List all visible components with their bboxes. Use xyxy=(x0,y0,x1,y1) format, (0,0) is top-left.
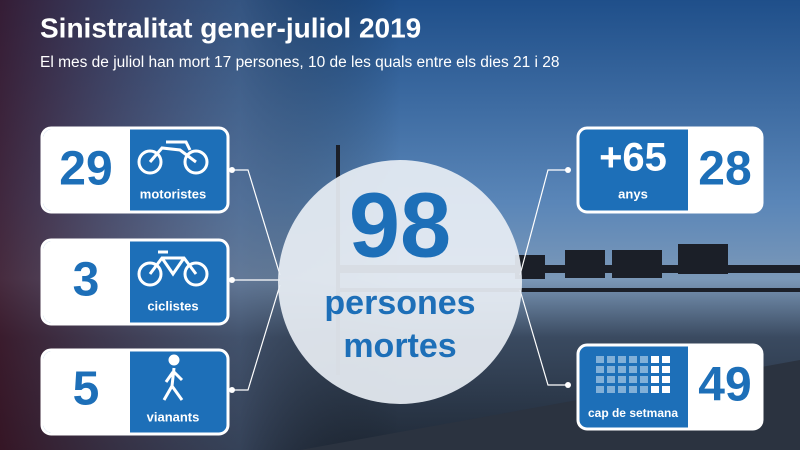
calendar-cell xyxy=(651,356,659,363)
calendar-cell xyxy=(618,386,626,393)
calendar-cell xyxy=(607,356,615,363)
calendar-cell xyxy=(651,386,659,393)
card: cap de setmana 49 xyxy=(576,343,764,431)
calendar-cell xyxy=(607,366,615,373)
card-value: 5 xyxy=(73,363,100,416)
card-label: motoristes xyxy=(140,186,206,201)
motorbike-icon xyxy=(137,140,209,175)
calendar-cell xyxy=(651,376,659,383)
card: 5 vianants xyxy=(40,348,230,436)
pedestrian-icon xyxy=(162,354,184,401)
card-heading: +65 xyxy=(599,136,667,180)
total-label: mortes xyxy=(343,327,456,365)
calendar-cell xyxy=(640,386,648,393)
card-label: vianants xyxy=(147,409,200,424)
calendar-cell xyxy=(618,366,626,373)
card-value: 29 xyxy=(59,143,112,196)
calendar-cell xyxy=(640,376,648,383)
connectors xyxy=(229,167,571,393)
calendar-cell xyxy=(596,376,604,383)
title: Sinistralitat gener-juliol 2019 xyxy=(40,12,421,43)
total-circle xyxy=(278,160,522,404)
calendar-cell xyxy=(629,386,637,393)
card: 29 motoristes xyxy=(40,126,230,214)
subtitle: El mes de juliol han mort 17 persones, 1… xyxy=(40,54,560,71)
calendar-cell xyxy=(596,386,604,393)
calendar-icon xyxy=(596,356,670,393)
card-value: 3 xyxy=(73,254,100,307)
total-value: 98 xyxy=(349,174,451,276)
calendar-cell xyxy=(629,376,637,383)
calendar-cell xyxy=(651,366,659,373)
card-label: cap de setmana xyxy=(588,406,678,420)
calendar-cell xyxy=(662,356,670,363)
calendar-cell xyxy=(662,376,670,383)
bicycle-icon xyxy=(137,250,209,287)
card-label: anys xyxy=(618,186,648,201)
calendar-cell xyxy=(640,356,648,363)
gantry xyxy=(336,145,800,375)
calendar-cell xyxy=(629,356,637,363)
calendar-cell xyxy=(618,356,626,363)
total-label: persones xyxy=(324,284,475,322)
calendar-cell xyxy=(662,366,670,373)
card-value: 28 xyxy=(698,143,751,196)
card: +65 anys 28 xyxy=(576,126,764,214)
calendar-cell xyxy=(640,366,648,373)
card-label: ciclistes xyxy=(147,298,198,313)
card: 3 ciclistes xyxy=(40,238,230,326)
calendar-cell xyxy=(629,366,637,373)
calendar-cell xyxy=(596,366,604,373)
card-value: 49 xyxy=(698,359,751,412)
calendar-cell xyxy=(607,376,615,383)
calendar-cell xyxy=(662,386,670,393)
calendar-cell xyxy=(596,356,604,363)
calendar-cell xyxy=(607,386,615,393)
calendar-cell xyxy=(618,376,626,383)
